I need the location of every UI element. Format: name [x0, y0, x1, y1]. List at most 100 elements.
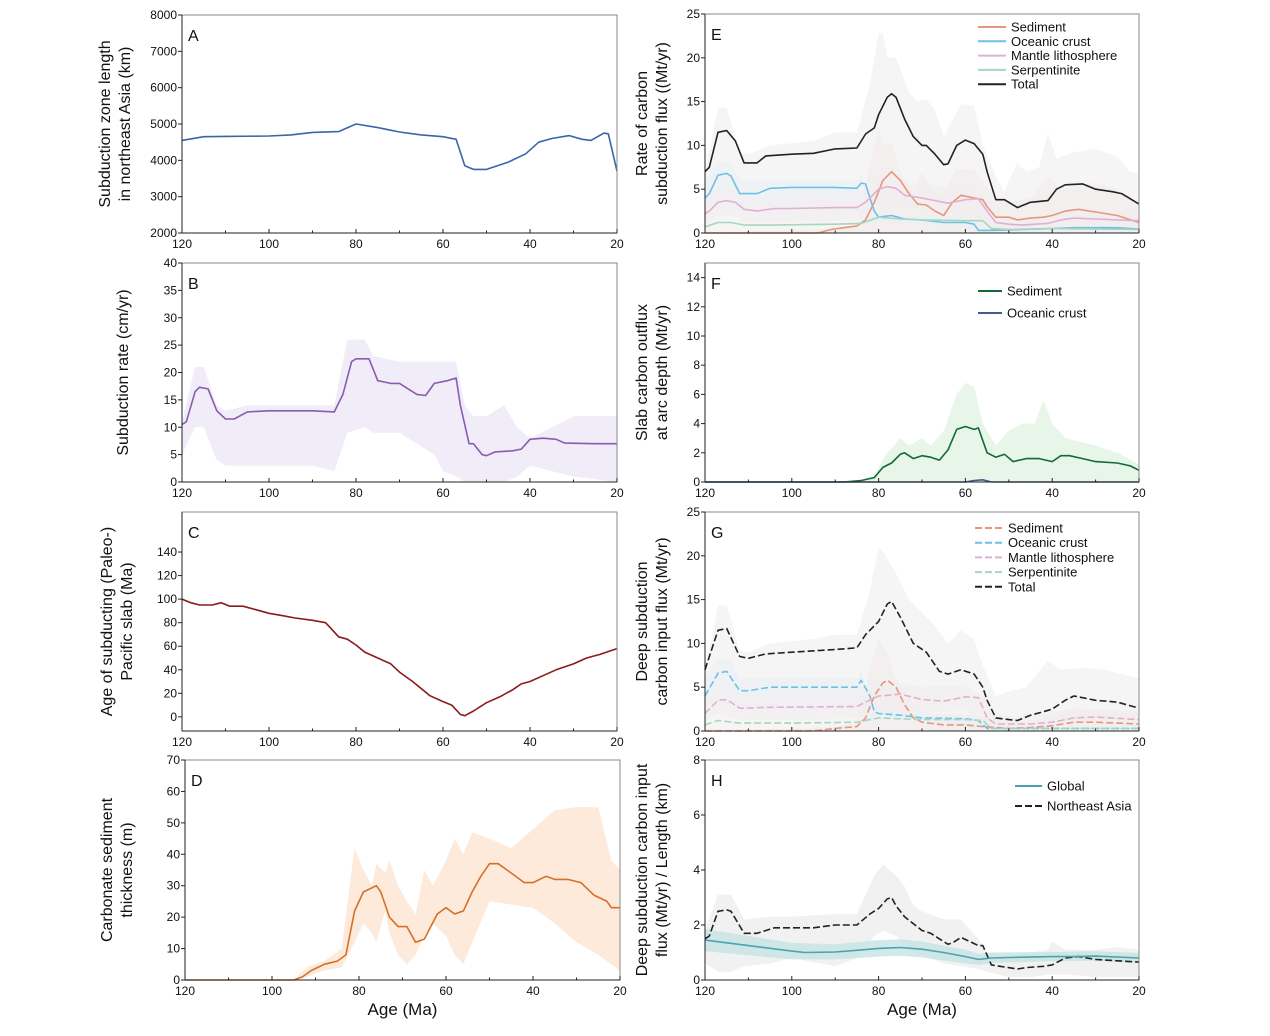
series-line-sediment [705, 679, 1140, 732]
y-tick-label: 120 [157, 569, 177, 583]
y-tick-label: 20 [164, 366, 178, 380]
x-tick-label: 80 [872, 984, 886, 998]
y-axis-label: Rate of carbon [634, 71, 651, 176]
y-tick-label: 60 [167, 784, 181, 798]
y-axis-label: Slab carbon outflux [634, 304, 651, 441]
legend: Sediment Oceanic crust [978, 284, 1087, 321]
y-tick-label: 8 [693, 358, 700, 372]
x-tick-label: 80 [872, 237, 886, 251]
panel-g: 120 100 80 60 40 20 0 5 10 15 20 25 G Deep subduction… [634, 505, 1146, 749]
series-line-global [704, 939, 1140, 961]
series-line-serpentinite [704, 717, 1139, 730]
x-tick-label: 20 [1132, 984, 1146, 998]
y-tick-label: 0 [693, 226, 700, 240]
x-tick-label: 80 [872, 486, 886, 500]
series-line-northeast-asia [704, 896, 1140, 970]
x-tick-label: 100 [782, 486, 802, 500]
y-axis-label: thickness (m) [119, 822, 136, 917]
legend-label: Total [1008, 579, 1036, 594]
x-tick-label: 20 [1132, 735, 1146, 749]
y-tick-label: 0 [170, 710, 177, 724]
panel-a: 120 100 80 60 40 20 2000 3000 4000 5000 6000 7000 80… [97, 8, 624, 251]
y-tick-label: 6 [693, 387, 700, 401]
series-line [181, 357, 617, 457]
x-tick-label: 40 [523, 735, 537, 749]
panel-label: B [188, 276, 199, 293]
x-tick-label: 60 [959, 237, 973, 251]
x-axis-label: Age (Ma) [368, 1000, 438, 1019]
x-tick-label: 40 [526, 984, 540, 998]
y-tick-label: 25 [164, 338, 178, 352]
legend: Global Northeast Asia [1015, 779, 1132, 814]
y-tick-label: 100 [157, 592, 177, 606]
y-tick-label: 0 [693, 724, 700, 738]
x-axis-label: Age (Ma) [887, 1000, 957, 1019]
x-tick-label: 20 [610, 486, 624, 500]
legend-label: Sediment [1011, 20, 1066, 35]
panel-label: G [711, 525, 723, 542]
series-line-oceanic-crust [704, 172, 1140, 232]
y-tick-label: 15 [687, 593, 701, 607]
x-tick-label: 100 [259, 735, 279, 749]
x-tick-label: 60 [959, 984, 973, 998]
panel-label: D [191, 773, 203, 790]
x-tick-label: 120 [695, 984, 715, 998]
panel-c: 120 100 80 60 40 20 0 20 40 60 80 100 120 140 C Age of … [99, 511, 624, 749]
panel-b: 120 100 80 60 40 20 0 5 10 15 20 25 30 35 40 B Subductio… [115, 256, 624, 500]
y-axis-label: flux (Mt/yr) / Length (km) [654, 783, 671, 957]
x-tick-label: 120 [175, 984, 195, 998]
y-tick-label: 0 [173, 973, 180, 987]
legend-label: Oceanic crust [1007, 306, 1087, 321]
y-tick-label: 80 [164, 616, 178, 630]
legend-label: Sediment [1007, 284, 1062, 299]
y-tick-label: 20 [164, 686, 178, 700]
y-tick-label: 70 [167, 753, 181, 767]
panel-h: 120 100 80 60 40 20 0 2 4 6 8H Deep subduction carb… [634, 753, 1146, 1019]
uncertainty-band-sediment [705, 382, 1139, 482]
plot-frame [181, 511, 618, 732]
y-tick-label: 8 [693, 753, 700, 767]
x-tick-label: 120 [172, 237, 192, 251]
x-tick-label: 120 [172, 735, 192, 749]
y-tick-label: 2 [693, 446, 700, 460]
series-line-sediment [705, 425, 1140, 483]
x-tick-label: 80 [352, 984, 366, 998]
y-axis-label: at arc depth (Mt/yr) [654, 305, 671, 440]
x-tick-label: 40 [523, 237, 537, 251]
panel-label: E [711, 27, 722, 44]
uncertainty-band-global [705, 929, 1139, 965]
series-line [181, 123, 618, 172]
y-tick-label: 4000 [150, 153, 177, 167]
y-tick-label: 35 [164, 283, 178, 297]
x-tick-label: 20 [1132, 237, 1146, 251]
x-tick-label: 80 [349, 486, 363, 500]
y-tick-label: 30 [167, 879, 181, 893]
y-tick-label: 15 [687, 95, 701, 109]
plot-frame [181, 14, 618, 234]
x-tick-label: 60 [959, 735, 973, 749]
x-tick-label: 100 [259, 486, 279, 500]
panel-label: F [711, 276, 721, 293]
y-axis-label: Deep subduction [634, 561, 651, 681]
series-line-mantle-lithosphere [704, 185, 1140, 226]
x-tick-label: 80 [349, 237, 363, 251]
x-tick-label: 40 [523, 486, 537, 500]
x-tick-label: 20 [610, 237, 624, 251]
y-tick-label: 4 [693, 417, 700, 431]
x-tick-label: 40 [1046, 237, 1060, 251]
y-axis-label: Carbonate sediment [99, 797, 116, 942]
y-tick-label: 12 [687, 300, 701, 314]
y-tick-label: 7000 [150, 44, 177, 58]
legend-label: Serpentinite [1011, 62, 1080, 77]
uncertainty-band-total [705, 547, 1139, 731]
y-tick-label: 4 [693, 863, 700, 877]
y-tick-label: 0 [693, 973, 700, 987]
y-tick-label: 0 [693, 475, 700, 489]
x-tick-label: 100 [782, 735, 802, 749]
panel-f: 120 100 80 60 40 20 0 2 4 6 8 10 12 14 F Slab carbon ou… [634, 262, 1146, 500]
legend-label: Oceanic crust [1011, 34, 1091, 49]
y-axis-label: Subduction rate (cm/yr) [115, 289, 132, 455]
x-tick-label: 120 [695, 486, 715, 500]
